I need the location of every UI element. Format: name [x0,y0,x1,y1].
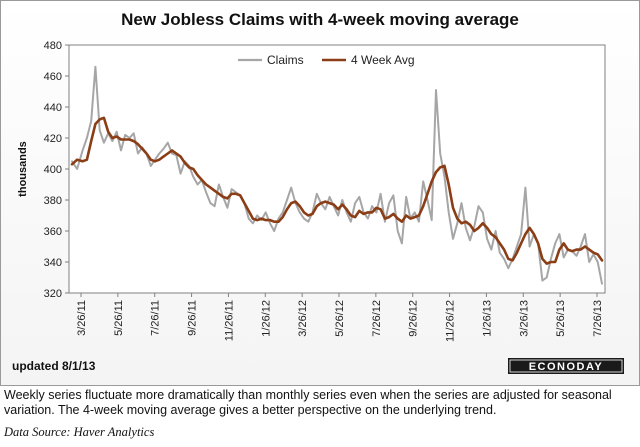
x-tick-label: 11/26/12 [445,300,457,342]
x-tick-label: 3/26/11 [76,300,88,336]
x-tick-label: 3/26/12 [297,300,309,337]
x-tick-label: 7/26/12 [371,300,383,337]
series-line-claims [71,65,603,285]
x-tick-label: 7/26/11 [150,300,162,336]
y-tick-label: 480 [44,40,62,52]
x-tick-label: 5/26/12 [334,300,346,337]
legend-label-claims: Claims [267,53,304,67]
y-tick-label: 440 [44,102,62,114]
legend: Claims 4 Week Avg [238,53,415,67]
x-tick-label: 7/26/13 [592,300,604,337]
y-tick-label: 320 [44,288,62,300]
econoday-logo: ECONODAY [508,358,624,374]
data-source: Data Source: Haver Analytics [4,425,155,439]
chart: New Jobless Claims with 4-week moving av… [12,10,624,374]
caption: Weekly series fluctuate more dramaticall… [4,388,636,418]
x-tick-label: 5/26/13 [555,300,567,337]
x-tick-label: 5/26/11 [113,300,125,336]
y-axis: 320 340 360 380 400 420 440 460 480 [44,40,69,300]
y-tick-label: 360 [44,226,62,238]
y-tick-label: 380 [44,195,62,207]
y-tick-label: 400 [44,164,62,176]
updated-label: updated 8/1/13 [12,359,96,373]
series-line-4-week-avg [70,116,604,265]
plot-area [68,44,606,294]
x-tick-label: 3/26/13 [518,300,530,337]
x-tick-label: 1/26/13 [481,300,493,337]
econoday-logo-text: ECONODAY [529,361,604,373]
legend-label-4-week-avg: 4 Week Avg [351,53,415,67]
y-axis-label: thousands [17,141,29,197]
x-tick-label: 9/26/12 [408,300,420,337]
x-tick-label: 9/26/11 [187,300,199,336]
x-axis: 3/26/11 5/26/11 7/26/11 9/26/11 11/26/11 1/26… [76,293,604,342]
y-tick-label: 420 [44,133,62,145]
series-layer [70,65,604,285]
x-tick-label: 1/26/12 [260,300,272,337]
y-tick-label: 340 [44,257,62,269]
chart-title: New Jobless Claims with 4-week moving av… [121,10,519,29]
x-tick-label: 11/26/11 [223,300,235,341]
caption-text: Weekly series fluctuate more dramaticall… [4,388,612,417]
y-tick-label: 460 [44,71,62,83]
